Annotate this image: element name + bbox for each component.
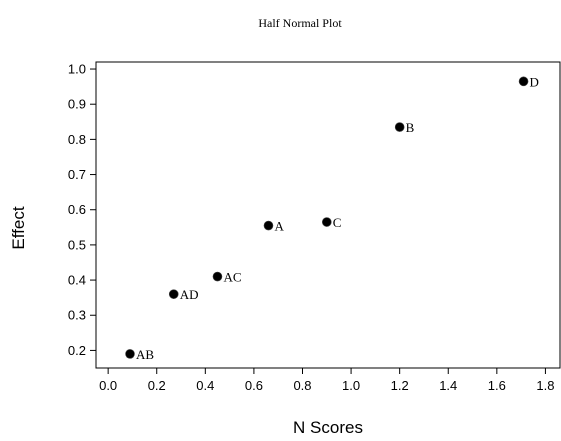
point-label-d: D [530,74,539,89]
y-tick-label: 0.6 [68,202,86,217]
data-point-ad [168,289,179,299]
y-tick-label: 0.4 [68,273,86,288]
data-point-d [518,76,529,87]
x-tick-label: 0.0 [99,378,117,393]
y-tick-label: 0.9 [68,97,86,112]
plot-frame [95,61,561,369]
point-label-ad: AD [180,287,199,302]
data-point-ac [212,271,223,282]
y-tick-label: 0.3 [68,308,86,323]
x-tick-label: 1.4 [439,378,457,393]
y-tick-label: 0.5 [68,237,86,252]
y-tick-label: 0.2 [68,343,86,358]
x-tick-label: 0.2 [148,378,166,393]
point-label-ac: AC [223,270,241,285]
x-tick-label: 0.6 [245,378,263,393]
x-tick-label: 1.2 [391,378,409,393]
point-label-a: A [274,219,284,234]
data-point-c [321,217,332,227]
x-tick-label: 0.8 [293,378,311,393]
data-point-b [394,122,405,132]
y-tick-label: 0.7 [68,167,86,182]
x-tick-label: 0.4 [196,378,214,393]
chart-title: Half Normal Plot [258,16,342,30]
x-axis: 0.0 0.2 0.4 0.6 0.8 1.0 1.2 1.4 1.6 1.8 [99,368,554,393]
point-label-ab: AB [136,347,154,362]
x-tick-label: 1.8 [536,378,554,393]
data-point-ab [125,349,135,359]
point-label-c: C [333,215,342,230]
y-axis-label: Effect [9,206,28,249]
data-point-a [263,220,274,231]
x-axis-label: N Scores [293,418,363,437]
y-tick-label: 0.8 [68,132,86,147]
point-label-b: B [406,120,415,135]
x-tick-label: 1.6 [488,378,506,393]
y-tick-label: 1.0 [68,62,86,77]
y-axis: 0.2 0.3 0.4 0.5 0.6 0.7 0.8 0.9 1.0 [68,62,96,358]
x-tick-label: 1.0 [342,378,360,393]
